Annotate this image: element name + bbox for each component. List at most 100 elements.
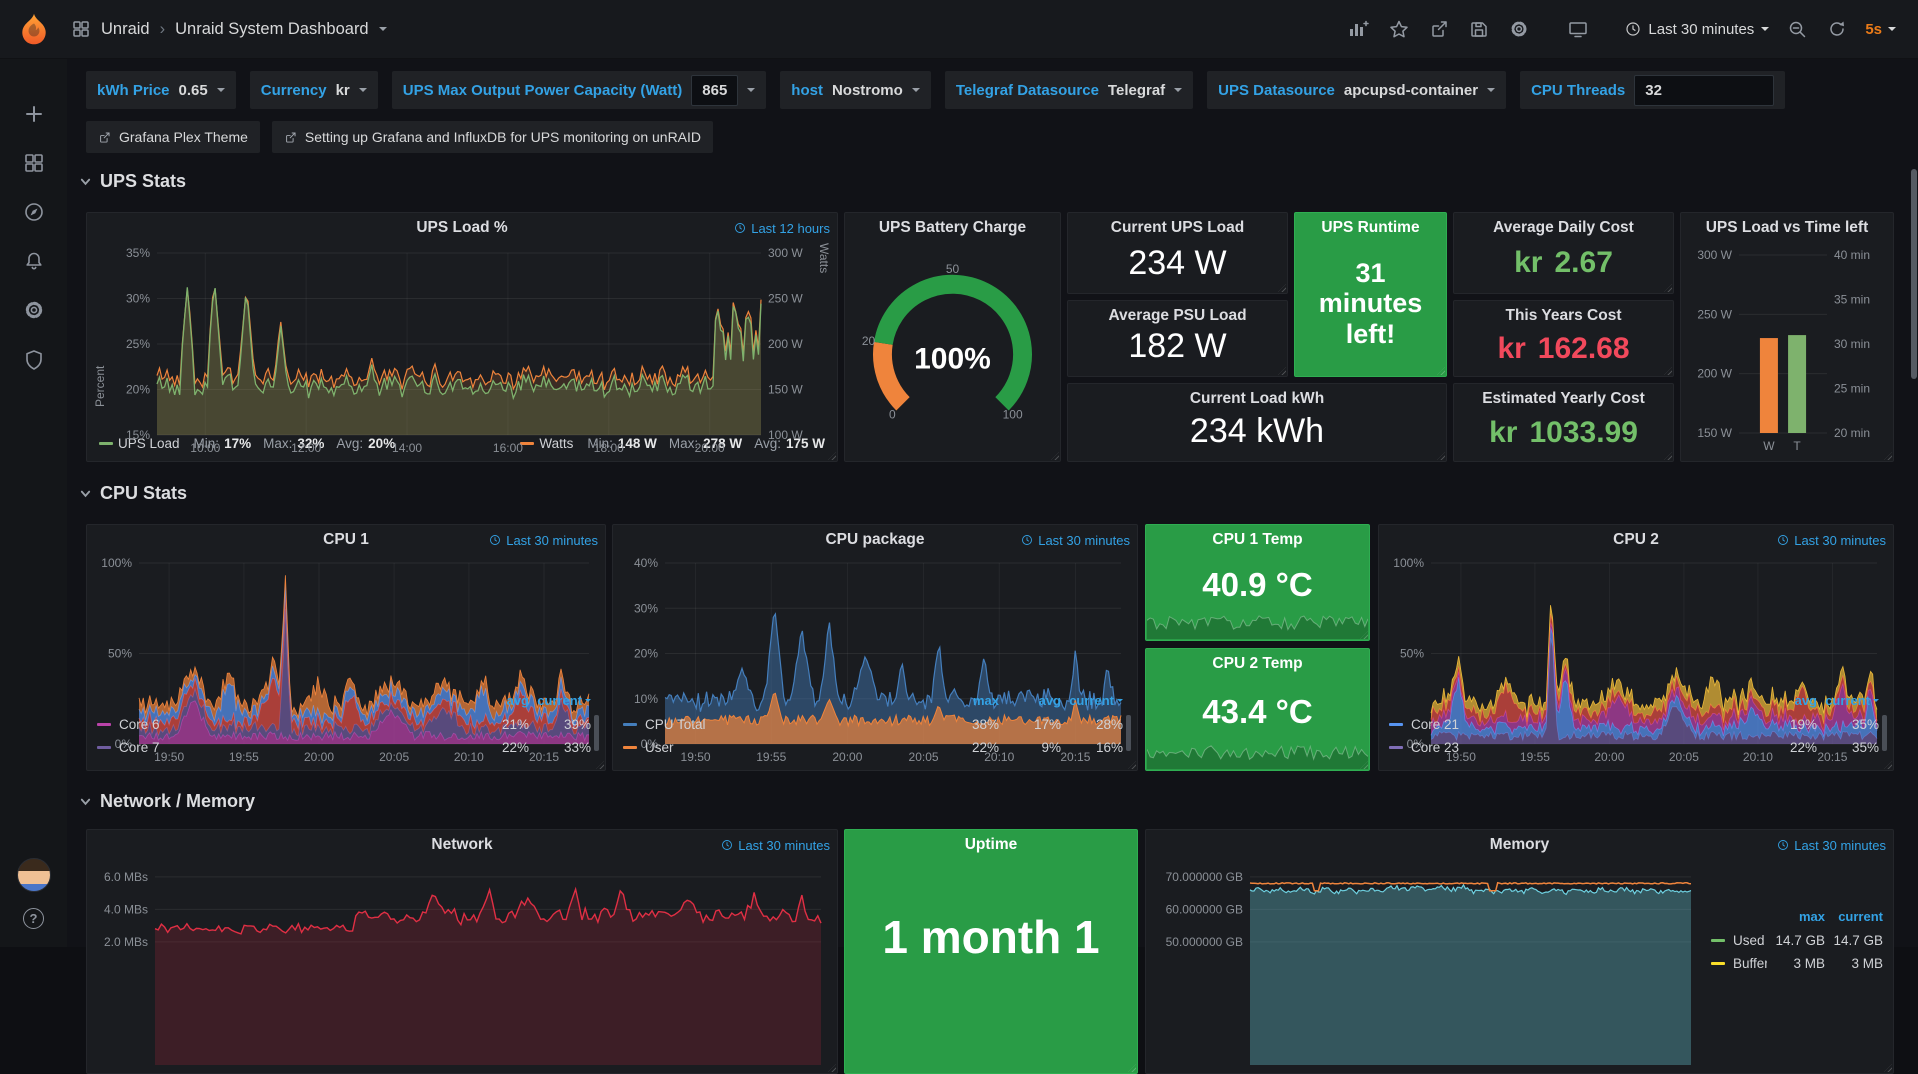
legend-row[interactable]: User22%9%16% <box>623 736 1123 759</box>
chart-canvas[interactable]: 100%50%0%19:5019:5520:0020:0520:1020:15 <box>93 555 599 686</box>
panel-time-override: Last 30 minutes <box>1777 830 1886 860</box>
page-scrollbar-thumb[interactable] <box>1911 169 1917 379</box>
variable-text-input[interactable]: 865 <box>691 75 738 106</box>
variable-text-input[interactable]: 32 <box>1634 75 1774 106</box>
panel-title[interactable]: CPU 1 Temp <box>1146 525 1369 555</box>
apps-grid-icon <box>71 19 91 39</box>
chart-canvas[interactable]: 6.0 MBs4.0 MBs2.0 MBs <box>93 860 831 1069</box>
panel-title[interactable]: UPS Load % <box>87 213 837 243</box>
variable-value[interactable]: Nostromo <box>832 82 903 99</box>
legend-row[interactable]: Core 2322%35% <box>1389 736 1879 759</box>
section-ups-stats[interactable]: UPS Stats <box>79 171 186 192</box>
save-button[interactable] <box>1463 14 1495 44</box>
dashboard-link-plex-theme[interactable]: Grafana Plex Theme <box>86 121 260 153</box>
variable-value[interactable]: Telegraf <box>1108 82 1165 99</box>
sidebar-create-button[interactable] <box>23 103 45 125</box>
section-title: CPU Stats <box>100 483 187 504</box>
legend-row[interactable]: Core 621%39% <box>97 713 591 736</box>
sidebar-explore-button[interactable] <box>23 201 45 223</box>
panel-title[interactable]: This Years Cost <box>1454 301 1673 331</box>
sidebar-alerting-button[interactable] <box>23 250 45 272</box>
legend-column-current[interactable]: current <box>1825 909 1883 924</box>
page-scrollbar[interactable] <box>1909 59 1918 947</box>
help-icon[interactable] <box>23 908 44 929</box>
variable-host[interactable]: host Nostromo <box>780 71 931 109</box>
chevron-down-icon[interactable] <box>379 27 387 31</box>
legend-row[interactable]: Used14.7 GB14.7 GB <box>1711 929 1883 952</box>
legend-scrollbar[interactable] <box>594 715 599 751</box>
variable-cpu-threads[interactable]: CPU Threads 32 <box>1520 71 1785 109</box>
panel-title[interactable]: Average PSU Load <box>1068 301 1287 331</box>
legend-row[interactable]: Core 2119%35% <box>1389 713 1879 736</box>
panel-title[interactable]: Current UPS Load <box>1068 213 1287 243</box>
panel-title[interactable]: Uptime <box>845 830 1137 860</box>
panel-title[interactable]: CPU 2 Temp <box>1146 649 1369 679</box>
panel-title[interactable]: Average Daily Cost <box>1454 213 1673 243</box>
panel-cpu1-chart: CPU 1 Last 30 minutes 100%50%0%19:5019:5… <box>86 524 606 771</box>
variable-value[interactable]: apcupsd-container <box>1344 82 1478 99</box>
variable-label: kWh Price <box>97 82 170 99</box>
panel-title[interactable]: Estimated Yearly Cost <box>1454 384 1673 414</box>
panel-title[interactable]: UPS Battery Charge <box>845 213 1060 243</box>
variable-value[interactable]: kr <box>336 82 350 99</box>
tv-kiosk-button[interactable] <box>1561 14 1595 44</box>
series-color-dash <box>97 723 111 726</box>
grafana-logo[interactable] <box>0 0 67 59</box>
section-cpu-stats[interactable]: CPU Stats <box>79 483 187 504</box>
dashboard-link-ups-guide[interactable]: Setting up Grafana and InfluxDB for UPS … <box>272 121 713 153</box>
legend-column-current[interactable]: current <box>1817 693 1879 708</box>
sidebar-dashboards-button[interactable] <box>23 152 45 174</box>
refresh-interval-dropdown[interactable]: 5s <box>1861 21 1900 38</box>
panel-title[interactable]: UPS Runtime <box>1295 213 1446 243</box>
legend-column-avg[interactable]: avg <box>467 693 529 708</box>
sidebar-server-admin-button[interactable] <box>23 348 45 370</box>
time-range-picker[interactable]: Last 30 minutes <box>1621 21 1773 38</box>
panel-cpu2-temp: CPU 2 Temp 43.4 °C <box>1145 648 1370 771</box>
panel-ups-load-vs-time-left: UPS Load vs Time left 300 W250 W200 W150… <box>1680 212 1894 462</box>
clock-icon <box>734 222 746 234</box>
svg-text:16:00: 16:00 <box>493 441 523 455</box>
chevron-down-icon <box>79 795 92 808</box>
legend-scrollbar[interactable] <box>1126 715 1131 751</box>
add-panel-button[interactable] <box>1341 14 1375 44</box>
refresh-button[interactable] <box>1821 14 1853 44</box>
chart-canvas[interactable]: PercentWatts35%30%25%20%15%300 W250 W200… <box>93 243 831 429</box>
chevron-down-icon <box>1487 88 1495 92</box>
variable-ups-datasource[interactable]: UPS Datasource apcupsd-container <box>1207 71 1506 109</box>
legend-column-max[interactable]: max <box>937 693 999 708</box>
variable-kwh-price[interactable]: kWh Price 0.65 <box>86 71 236 109</box>
svg-text:50%: 50% <box>1400 647 1424 661</box>
chevron-down-icon <box>1761 27 1769 31</box>
legend-column-max[interactable]: max <box>1767 909 1825 924</box>
panel-title[interactable]: Current Load kWh <box>1068 384 1446 414</box>
star-button[interactable] <box>1383 14 1415 44</box>
dashboard-settings-button[interactable] <box>1503 14 1535 44</box>
breadcrumb-folder[interactable]: Unraid <box>101 20 150 39</box>
legend-column-avg[interactable]: avg <box>1755 693 1817 708</box>
chart-canvas[interactable]: 70.000000 GB60.000000 GB50.000000 GB <box>1152 860 1699 1069</box>
variable-value[interactable]: 0.65 <box>179 82 208 99</box>
breadcrumb-dashboard-title[interactable]: Unraid System Dashboard <box>175 20 369 39</box>
chart-canvas[interactable]: 100%50%0%19:5019:5520:0020:0520:1020:15 <box>1385 555 1887 686</box>
variable-ups-max-output[interactable]: UPS Max Output Power Capacity (Watt) 865 <box>392 71 767 109</box>
sidebar-bottom <box>17 858 51 947</box>
legend-column-avg[interactable]: avg <box>999 693 1061 708</box>
variable-telegraf-datasource[interactable]: Telegraf Datasource Telegraf <box>945 71 1193 109</box>
variable-currency[interactable]: Currency kr <box>250 71 378 109</box>
sidebar-configuration-button[interactable] <box>23 299 45 321</box>
legend-row[interactable]: Buffered3 MB3 MB <box>1711 952 1883 975</box>
share-button[interactable] <box>1423 14 1455 44</box>
legend-column-current[interactable]: current <box>1061 693 1123 708</box>
panel-title[interactable]: UPS Load vs Time left <box>1681 213 1893 243</box>
chart-canvas[interactable]: 02050100100% <box>851 243 1054 457</box>
zoom-out-button[interactable] <box>1781 14 1813 44</box>
legend-column-current[interactable]: current <box>529 693 591 708</box>
chart-canvas[interactable]: 300 W250 W200 W150 W40 min35 min30 min25… <box>1687 243 1887 457</box>
section-network-memory[interactable]: Network / Memory <box>79 791 255 812</box>
chart-canvas[interactable]: 40%30%20%10%0%19:5019:5520:0020:0520:102… <box>619 555 1131 686</box>
svg-text:150 W: 150 W <box>1697 426 1732 440</box>
user-avatar[interactable] <box>17 858 51 892</box>
legend-scrollbar[interactable] <box>1882 715 1887 751</box>
legend-row[interactable]: CPU Total38%17%28% <box>623 713 1123 736</box>
legend-row[interactable]: Core 722%33% <box>97 736 591 759</box>
